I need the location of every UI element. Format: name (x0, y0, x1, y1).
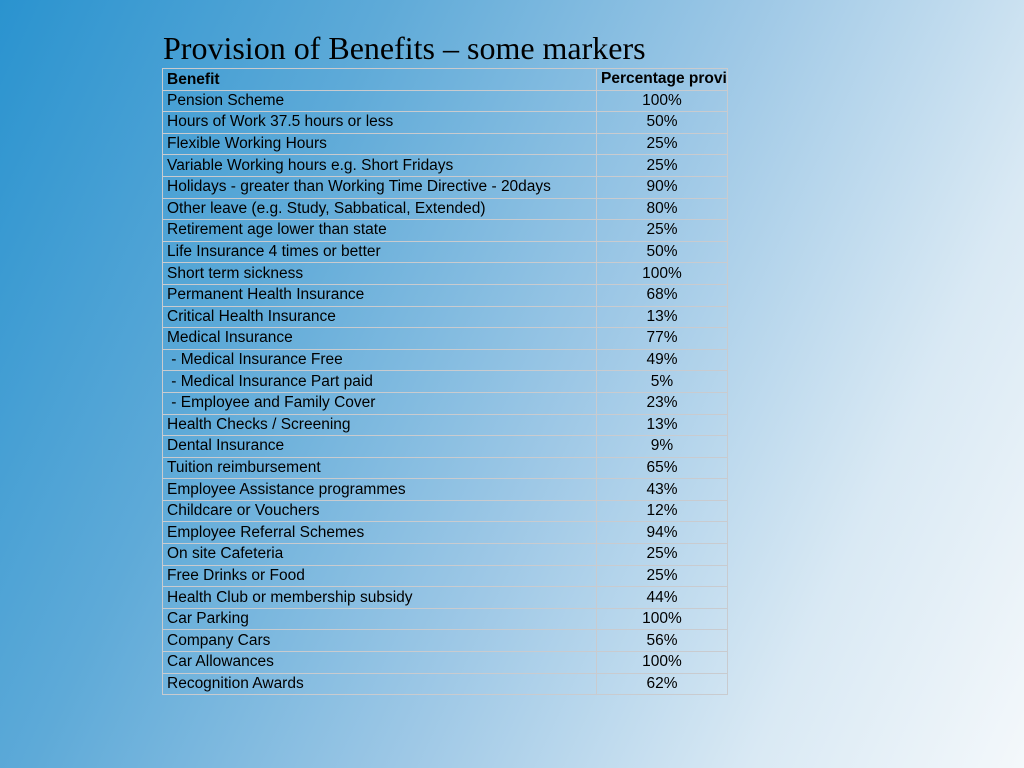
benefit-cell: Hours of Work 37.5 hours or less (162, 111, 597, 134)
benefit-cell: Recognition Awards (162, 672, 597, 696)
table-header-row: Benefit Percentage providing (162, 68, 728, 91)
table-body: Pension Scheme 100% Hours of Work 37.5 hou… (162, 89, 728, 696)
table-row: Medical Insurance 77% (162, 327, 728, 350)
table-row: Retirement age lower than state 25% (162, 219, 728, 242)
table-row: Other leave (e.g. Study, Sabbatical, Ext… (162, 197, 728, 221)
benefit-cell: Pension Scheme (162, 89, 597, 113)
percentage-cell: 43% (596, 478, 728, 501)
benefit-cell: Holidays - greater than Working Time Dir… (162, 175, 597, 199)
percentage-cell: 13% (596, 305, 728, 329)
percentage-cell: 25% (596, 219, 728, 242)
benefit-cell: Retirement age lower than state (162, 219, 597, 242)
table-row: Pension Scheme 100% (162, 89, 728, 113)
percentage-cell: 100% (596, 89, 728, 113)
benefit-cell: Life Insurance 4 times or better (162, 240, 597, 264)
slide-title: Provision of Benefits – some markers (163, 30, 646, 66)
percentage-cell: 9% (596, 435, 728, 458)
table-row: Recognition Awards 62% (162, 672, 728, 696)
column-header-benefit: Benefit (162, 68, 597, 91)
table-row: - Medical Insurance Part paid 5% (162, 370, 728, 393)
benefit-cell: Health Club or membership subsidy (162, 586, 597, 609)
benefit-cell: Free Drinks or Food (162, 564, 597, 588)
percentage-cell: 90% (596, 175, 728, 199)
benefit-cell: Dental Insurance (162, 435, 597, 458)
percentage-cell: 65% (596, 456, 728, 480)
percentage-cell: 100% (596, 262, 728, 285)
percentage-cell: 50% (596, 111, 728, 134)
table-row: Permanent Health Insurance 68% (162, 283, 728, 307)
benefit-cell: Employee Referral Schemes (162, 521, 597, 545)
table-row: Critical Health Insurance 13% (162, 305, 728, 329)
percentage-cell: 77% (596, 327, 728, 350)
benefit-cell: Car Parking (162, 607, 597, 631)
percentage-cell: 62% (596, 672, 728, 696)
percentage-cell: 50% (596, 240, 728, 264)
benefit-cell: Employee Assistance programmes (162, 478, 597, 501)
percentage-cell: 100% (596, 607, 728, 631)
percentage-cell: 56% (596, 629, 728, 653)
benefit-cell: Car Allowances (162, 651, 597, 674)
percentage-cell: 100% (596, 651, 728, 674)
table-row: Short term sickness 100% (162, 262, 728, 285)
benefit-cell: Short term sickness (162, 262, 597, 285)
benefit-cell: - Medical Insurance Part paid (162, 370, 597, 393)
table-row: Tuition reimbursement 65% (162, 456, 728, 480)
benefit-cell: Critical Health Insurance (162, 305, 597, 329)
table-row: Car Allowances 100% (162, 651, 728, 674)
column-header-percentage: Percentage providing (596, 68, 728, 91)
percentage-cell: 94% (596, 521, 728, 545)
benefit-cell: Tuition reimbursement (162, 456, 597, 480)
benefit-cell: - Employee and Family Cover (162, 391, 597, 415)
table-row: On site Cafeteria 25% (162, 543, 728, 566)
benefit-cell: Flexible Working Hours (162, 132, 597, 156)
benefit-cell: On site Cafeteria (162, 543, 597, 566)
table-row: Employee Referral Schemes 94% (162, 521, 728, 545)
percentage-cell: 68% (596, 283, 728, 307)
percentage-cell: 25% (596, 543, 728, 566)
benefit-cell: Medical Insurance (162, 327, 597, 350)
percentage-cell: 23% (596, 391, 728, 415)
table-row: Employee Assistance programmes 43% (162, 478, 728, 501)
benefit-cell: Company Cars (162, 629, 597, 653)
benefit-cell: Other leave (e.g. Study, Sabbatical, Ext… (162, 197, 597, 221)
benefit-cell: Childcare or Vouchers (162, 499, 597, 523)
table-row: Health Club or membership subsidy 44% (162, 586, 728, 609)
table-row: Car Parking 100% (162, 607, 728, 631)
percentage-cell: 49% (596, 348, 728, 372)
benefit-cell: Permanent Health Insurance (162, 283, 597, 307)
table-row: Free Drinks or Food 25% (162, 564, 728, 588)
percentage-cell: 25% (596, 154, 728, 177)
table-row: Life Insurance 4 times or better 50% (162, 240, 728, 264)
table-row: Variable Working hours e.g. Short Friday… (162, 154, 728, 177)
table-row: Hours of Work 37.5 hours or less 50% (162, 111, 728, 134)
percentage-cell: 5% (596, 370, 728, 393)
percentage-cell: 12% (596, 499, 728, 523)
table-row: - Employee and Family Cover 23% (162, 391, 728, 415)
percentage-cell: 44% (596, 586, 728, 609)
table-row: - Medical Insurance Free 49% (162, 348, 728, 372)
percentage-cell: 80% (596, 197, 728, 221)
benefit-cell: - Medical Insurance Free (162, 348, 597, 372)
table-row: Flexible Working Hours 25% (162, 132, 728, 156)
percentage-cell: 25% (596, 132, 728, 156)
benefit-cell: Variable Working hours e.g. Short Friday… (162, 154, 597, 177)
percentage-cell: 13% (596, 413, 728, 437)
benefit-cell: Health Checks / Screening (162, 413, 597, 437)
table-row: Childcare or Vouchers 12% (162, 499, 728, 523)
table-row: Dental Insurance 9% (162, 435, 728, 458)
table-row: Company Cars 56% (162, 629, 728, 653)
percentage-cell: 25% (596, 564, 728, 588)
table-row: Holidays - greater than Working Time Dir… (162, 175, 728, 199)
table-row: Health Checks / Screening 13% (162, 413, 728, 437)
benefits-table: Benefit Percentage providing Pension Sch… (162, 68, 728, 696)
